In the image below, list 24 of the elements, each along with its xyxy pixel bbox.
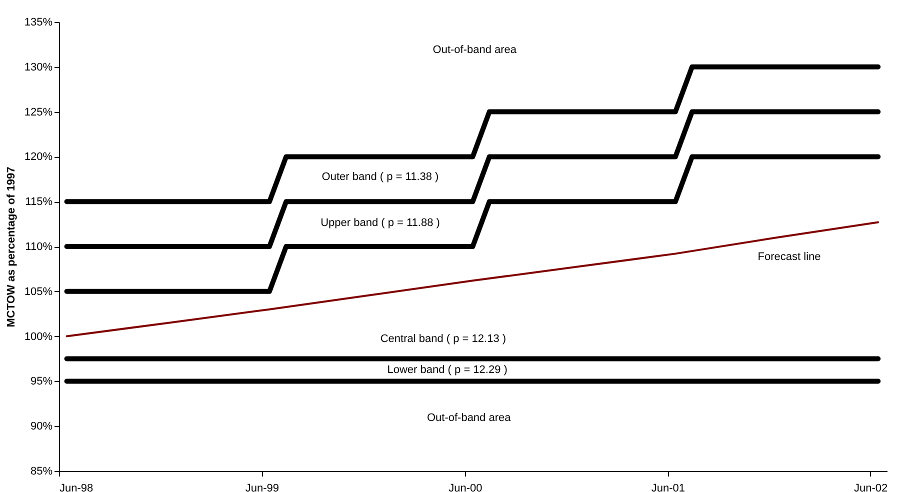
y-tick-label: 120% <box>24 151 53 164</box>
y-axis-title: MCTOW as percentage of 1997 <box>5 166 18 328</box>
y-tick-label: 135% <box>24 16 53 28</box>
y-tick-label: 105% <box>24 286 53 298</box>
x-tick-label: Jun-99 <box>245 482 280 492</box>
x-tick-label: Jun-01 <box>651 482 685 492</box>
y-tick-label: 125% <box>24 106 53 118</box>
y-tick-label: 100% <box>24 330 53 343</box>
annotation: Lower band ( p = 12.29 ) <box>387 364 508 376</box>
y-tick-label: 130% <box>24 61 53 74</box>
y-tick-label: 85% <box>30 466 53 478</box>
x-tick-label: Jun-00 <box>448 482 482 492</box>
annotation: Out-of-band area <box>432 44 518 56</box>
annotation: Upper band ( p = 11.88 ) <box>320 217 440 230</box>
annotation: Out-of-band area <box>426 412 512 424</box>
annotation: Central band ( p = 12.13 ) <box>380 332 506 345</box>
annotation: Forecast line <box>758 250 821 263</box>
y-tick-label: 110% <box>25 241 53 253</box>
annotation: Outer band ( p = 11.38 ) <box>322 170 439 183</box>
y-tick-label: 90% <box>30 420 53 433</box>
x-tick-label: Jun-98 <box>60 482 94 492</box>
y-tick-label: 95% <box>30 376 53 388</box>
y-tick-label: 115% <box>25 196 53 208</box>
x-tick-label: Jun-02 <box>854 482 888 492</box>
